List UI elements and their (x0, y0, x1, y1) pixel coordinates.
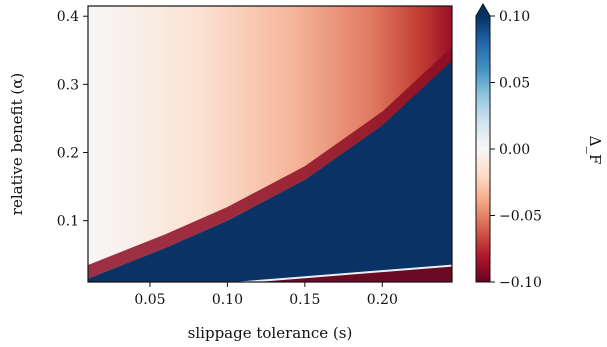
x-tick-label: 0.10 (212, 292, 243, 308)
colorbar-gradient (476, 16, 490, 282)
colorbar-tick-label: 0.10 (499, 9, 530, 25)
colorbar-tick-label: −0.10 (499, 275, 542, 291)
y-tick-label: 0.1 (57, 214, 79, 230)
y-axis: 0.1 0.2 0.3 0.4 (57, 9, 88, 230)
heatmap (88, 6, 452, 282)
colorbar-label: Δ_F (586, 136, 604, 165)
y-tick-label: 0.3 (57, 77, 79, 93)
colorbar-extend-arrow (476, 4, 490, 16)
x-tick-label: 0.05 (134, 292, 165, 308)
x-tick-label: 0.20 (367, 292, 398, 308)
heatmap-boundary-band (88, 46, 452, 279)
y-tick-label: 0.4 (57, 9, 79, 25)
colorbar-tick-label: 0.00 (499, 142, 530, 158)
x-axis: 0.05 0.10 0.15 0.20 (134, 282, 398, 308)
colorbar-tick-label: 0.05 (499, 76, 530, 92)
colorbar: 0.10 0.05 0.00 −0.05 −0.10 Δ_F (475, 3, 604, 291)
heatmap-lower-boundary (232, 264, 452, 282)
y-tick-label: 0.2 (57, 146, 79, 162)
plot-frame (87, 5, 453, 283)
colorbar-tick-label: −0.05 (499, 209, 542, 225)
y-axis-label: relative benefit (α) (8, 73, 26, 215)
heatmap-saturated-region (88, 60, 452, 282)
x-axis-label: slippage tolerance (s) (188, 324, 353, 342)
x-tick-label: 0.15 (289, 292, 320, 308)
